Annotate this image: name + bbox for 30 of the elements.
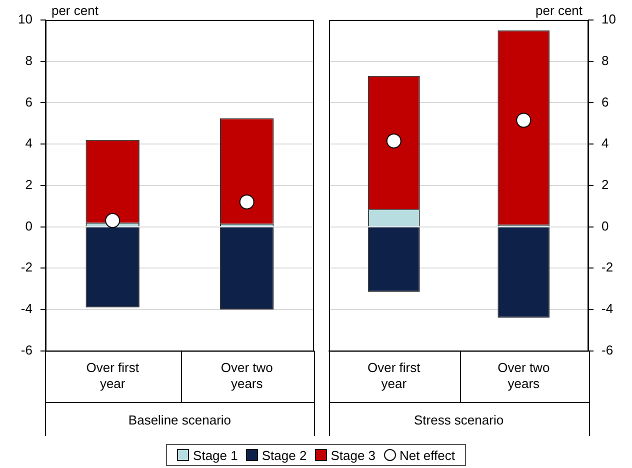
y-tick-label: 8	[25, 52, 32, 68]
y2-tick-label: 6	[602, 94, 609, 110]
x-axis-title: Stress scenario	[414, 412, 504, 428]
y2-tick-label: -4	[602, 301, 614, 316]
legend-label: Stage 2	[260, 448, 307, 464]
x-tick-label: Over two years	[220, 360, 273, 391]
x-tick-label: Over first year	[368, 360, 421, 391]
y-tick-label: 2	[25, 176, 32, 192]
y-tick-label: 6	[25, 94, 32, 110]
y-tick-label: -4	[20, 301, 32, 316]
x-axis-title: Baseline scenario	[128, 412, 232, 428]
x-tick-label: Over two years	[498, 360, 550, 391]
y2-tick-label: -6	[602, 342, 614, 358]
legend-label: Net effect	[398, 448, 455, 464]
legend-label: Stage 1	[192, 448, 238, 464]
y2-tick-label: 4	[602, 136, 609, 151]
y-tick-label: 0	[25, 218, 32, 234]
y2-tick-label: 2	[602, 176, 609, 192]
y-tick-label: 10	[18, 12, 32, 27]
y2-tick-label: 0	[602, 218, 609, 234]
y2-axis-title: per cent	[536, 3, 583, 18]
y-axis-title: per cent	[51, 3, 99, 18]
x-tick-label: Over first year	[86, 360, 140, 391]
y2-tick-label: 10	[602, 12, 616, 27]
legend-label: Stage 3	[330, 448, 376, 464]
y2-tick-label: 8	[602, 52, 609, 68]
y-tick-label: -2	[20, 260, 32, 275]
y-tick-label: -6	[20, 342, 32, 358]
y2-tick-label: -2	[602, 260, 614, 275]
y-tick-label: 4	[25, 136, 32, 151]
